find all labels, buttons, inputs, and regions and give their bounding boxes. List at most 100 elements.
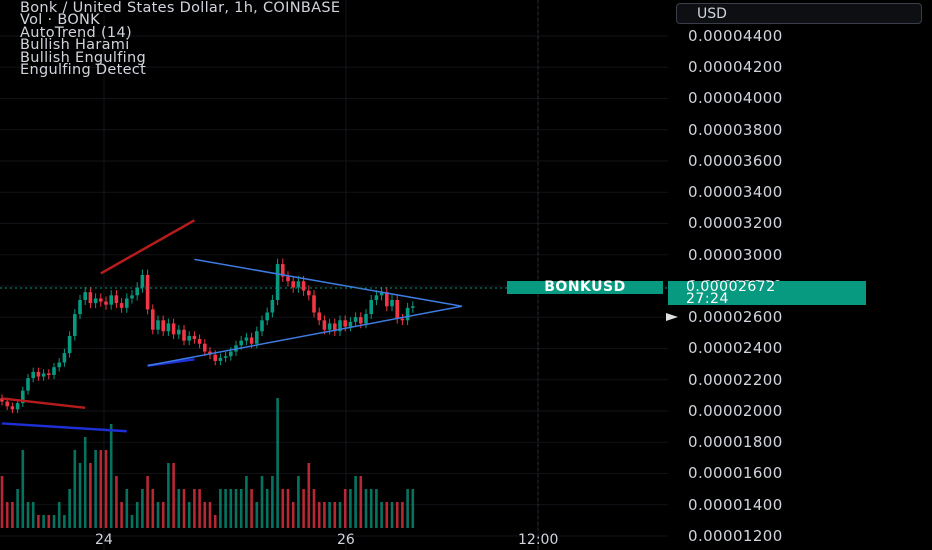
x-tick-label: 26 [337,532,355,548]
volume-bar [193,489,196,528]
volume-bar [338,502,342,528]
trend-line [1,422,127,433]
volume-bar [16,489,19,528]
currency-button[interactable]: USD [676,3,922,24]
candle-body [36,371,41,377]
volume-bar [11,502,14,528]
volume-bar [354,476,357,528]
candle-body [317,312,321,321]
candle-body [187,335,191,341]
y-tick-label: 0.00003000 [688,245,783,264]
price-chart[interactable] [0,0,668,550]
volume-bar [395,502,399,528]
volume-bar [390,502,394,528]
countdown-timer: 27:24 [686,291,729,307]
y-tick-label: 0.00002000 [688,401,783,420]
volume-bar [323,502,326,528]
volume-bar [385,502,389,528]
volume-bar [5,502,9,528]
volume-bar [229,489,233,528]
candle-body [0,398,4,402]
candle-body [197,339,202,344]
trend-line [100,219,196,275]
candle-body [265,312,269,321]
volume-bar [109,424,113,528]
volume-bar [0,476,4,528]
volume-bar [302,489,305,528]
candle-body [83,292,87,300]
candle-body [73,314,77,336]
y-tick-label: 0.00002600 [688,308,783,327]
legend-indicator[interactable]: Vol · BONK [20,12,100,29]
candle-body [229,351,233,357]
volume-bar [380,502,383,528]
candle-body [109,295,113,305]
volume-bar [349,489,352,528]
last-price-label: 0.00002672 27:24 [668,279,866,307]
volume-bar [63,515,66,528]
candle-body [286,276,290,282]
candle-body [78,300,82,315]
candle-body [255,331,259,344]
candle-body [281,264,285,277]
volume-bar [125,489,129,528]
volume-bar [317,502,321,528]
legend-indicator[interactable]: AutoTrend (14) [20,24,132,41]
y-tick-label: 0.00003800 [688,120,783,139]
last-price-value: 0.00002672 [686,279,776,295]
candle-body [359,317,363,324]
candle-body [47,373,51,375]
candle-body [67,335,72,354]
volume-bar [406,489,409,528]
volume-bar [260,476,264,528]
volume-bar [265,489,269,528]
x-tick-label: 12:00 [518,532,559,548]
volume-bar [307,463,311,528]
y-tick-label: 0.00003400 [688,183,783,202]
candle-body [223,356,228,358]
candle-body [348,321,353,327]
legend-indicator[interactable]: Bullish Harami [20,37,130,54]
legend-indicator[interactable]: Bullish Engulfing [20,49,146,66]
trend-line [194,258,463,307]
legend-indicator[interactable]: Engulfing Detect [20,62,147,79]
candle-body [99,298,103,302]
candle-body [177,329,181,335]
axis-arrow-icon[interactable] [666,313,678,321]
legend-title[interactable]: Bonk / United States Dollar, 1h, COINBAS… [20,0,341,16]
candle-body [411,306,415,308]
candle-body [379,292,384,296]
candle-body [364,314,368,324]
candle-body [395,300,399,319]
volume-bar [161,502,165,528]
candle-body [182,329,186,341]
candle-body [312,295,316,313]
volume-bar [297,476,300,528]
volume-bar [177,489,181,528]
candle-body [31,371,35,379]
candle-body [353,317,358,322]
candle-body [369,300,373,315]
volume-bar [271,476,274,528]
volume-bar [156,502,160,528]
volume-bar [203,502,207,528]
candle-body [390,300,394,307]
trend-line [147,305,463,367]
y-tick-label: 0.00003600 [688,151,783,170]
candle-body [125,298,129,308]
volume-bar [291,502,295,528]
price-axis[interactable] [668,0,932,550]
volume-bar [198,489,201,528]
candle-body [15,403,20,410]
volume-bar [208,502,212,528]
candle-body [156,320,160,330]
candle-body [385,292,389,307]
volume-bar [375,489,378,528]
volume-bar [286,489,290,528]
volume-bar [281,489,285,528]
candle-body [270,300,275,313]
volume-bar [78,463,82,528]
volume-bar [172,463,175,528]
candle-body [57,362,61,368]
